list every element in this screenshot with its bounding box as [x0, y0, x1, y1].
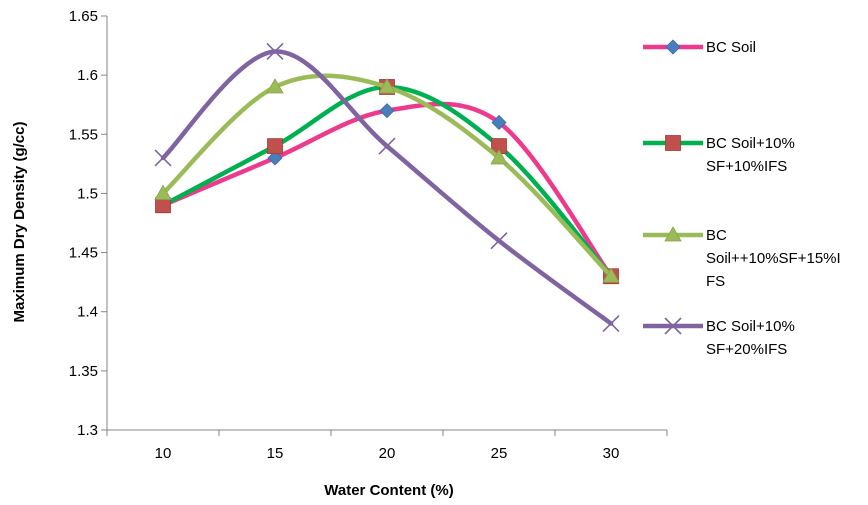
y-axis-title: Maximum Dry Density (g/cc): [11, 122, 28, 323]
legend-label: FS: [706, 273, 725, 290]
series-layer: [154, 42, 620, 333]
y-tick-label: 1.6: [77, 67, 98, 84]
data-point: [266, 42, 284, 61]
legend-label: BC Soil+10%: [706, 318, 795, 335]
data-point: [154, 184, 172, 200]
y-axis: 1.3 1.35 1.4 1.45 1.5 1.55 1.6 1.65: [69, 8, 108, 439]
data-point: [378, 137, 396, 155]
x-tick-label: 10: [155, 445, 172, 462]
legend: BC Soil BC Soil+10% SF+10%IFS BC Soil++10%SF…: [643, 39, 841, 358]
legend-swatch-marker: [665, 39, 681, 55]
x-tick-label: 20: [379, 445, 396, 462]
series-1: [155, 101, 619, 284]
legend-label: BC Soil+10%: [706, 135, 795, 152]
legend-label: Soil++10%SF+15%I: [706, 250, 841, 267]
y-tick-label: 1.55: [69, 126, 98, 143]
legend-item-4: BC Soil+10% SF+20%IFS: [643, 317, 795, 358]
y-tick-label: 1.65: [69, 8, 98, 25]
y-tick-label: 1.45: [69, 245, 98, 262]
data-point: [379, 103, 395, 119]
x-tick-label: 25: [491, 445, 508, 462]
y-tick-label: 1.4: [77, 304, 98, 321]
legend-item-3: BC Soil++10%SF+15%I FS: [643, 226, 841, 290]
legend-label: BC Soil: [706, 39, 756, 56]
data-point: [602, 267, 620, 283]
data-point: [154, 149, 172, 167]
legend-swatch-marker: [665, 135, 681, 151]
legend-label: SF+20%IFS: [706, 341, 787, 358]
legend-swatch-marker: [664, 317, 682, 335]
data-point: [490, 149, 508, 165]
series-3: [154, 73, 620, 283]
x-tick-label: 30: [603, 445, 620, 462]
data-point: [267, 138, 283, 155]
legend-swatch-marker: [664, 226, 682, 242]
x-axis: 10 15 20 25 30: [106, 429, 668, 462]
x-tick-label: 15: [267, 445, 284, 462]
data-point: [155, 197, 171, 214]
legend-label: BC: [706, 227, 727, 244]
y-tick-label: 1.3: [77, 422, 98, 439]
legend-label: SF+10%IFS: [706, 158, 787, 175]
series-4: [154, 42, 620, 333]
legend-item-2: BC Soil+10% SF+10%IFS: [643, 135, 795, 175]
y-tick-label: 1.5: [77, 185, 98, 202]
y-tick-label: 1.35: [69, 363, 98, 380]
x-axis-title: Water Content (%): [324, 482, 453, 499]
data-point: [491, 114, 507, 131]
data-point: [266, 78, 284, 94]
legend-item-1: BC Soil: [643, 39, 756, 56]
data-point: [378, 78, 396, 94]
data-point: [267, 150, 283, 166]
data-point: [490, 232, 508, 250]
data-point: [602, 314, 620, 333]
